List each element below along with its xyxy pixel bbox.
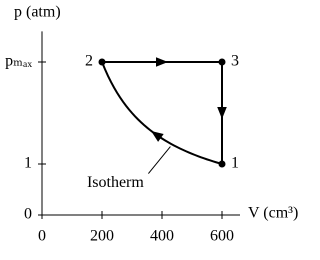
isotherm-curve: [101, 61, 223, 165]
point-label: 1: [231, 155, 239, 172]
x-tick-label: 0: [38, 228, 46, 245]
annotation: Isotherm: [87, 174, 144, 191]
annotation-pointer: [148, 146, 171, 174]
y-tick-label: 1: [24, 155, 32, 172]
state-point: [218, 160, 226, 168]
x-tick-label: 200: [90, 228, 114, 245]
x-axis-label: V (cm³): [248, 205, 298, 222]
state-point: [98, 58, 106, 66]
y-axis-label: p (atm): [14, 4, 61, 21]
state-point: [218, 58, 226, 66]
chart: p (atm) V (cm³) 0 200 400 600 0 1 pₘₐₓ Isotherm…: [5, 4, 298, 245]
x-tick-label: 400: [150, 228, 174, 245]
y-tick-label: 0: [24, 206, 32, 223]
y-tick-label: pₘₐₓ: [5, 53, 32, 70]
direction-arrow: [151, 130, 164, 142]
x-tick-label: 600: [210, 228, 234, 245]
direction-arrow: [217, 107, 227, 119]
direction-arrow: [156, 57, 168, 67]
point-label: 3: [231, 53, 239, 70]
point-label: 2: [85, 53, 93, 70]
